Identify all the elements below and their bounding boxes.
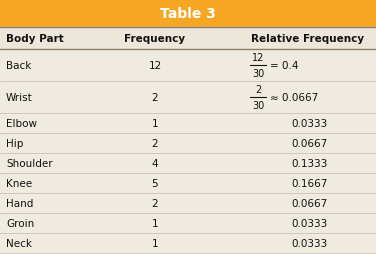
- Text: Hand: Hand: [6, 198, 33, 208]
- Text: 0.0333: 0.0333: [292, 238, 328, 248]
- Text: 0.1667: 0.1667: [292, 178, 328, 188]
- Bar: [0, 233, 376, 253]
- Text: Back: Back: [6, 61, 31, 71]
- Text: Elbow: Elbow: [6, 119, 37, 129]
- Text: 0.0333: 0.0333: [292, 119, 328, 129]
- Bar: [0, 173, 376, 193]
- Bar: [0, 133, 376, 153]
- Text: 1: 1: [152, 238, 158, 248]
- Text: 4: 4: [152, 158, 158, 168]
- Text: Groin: Groin: [6, 218, 34, 228]
- Text: Relative Frequency: Relative Frequency: [252, 34, 365, 44]
- Text: 1: 1: [152, 119, 158, 129]
- Bar: [0, 50, 376, 82]
- Bar: [0, 28, 376, 50]
- Text: 12: 12: [252, 53, 264, 63]
- Bar: [0, 82, 376, 114]
- Text: 2: 2: [255, 85, 261, 95]
- Text: 30: 30: [252, 100, 264, 110]
- Text: Knee: Knee: [6, 178, 32, 188]
- Bar: [0, 153, 376, 173]
- Bar: [0, 193, 376, 213]
- Bar: [0, 114, 376, 133]
- Text: Body Part: Body Part: [6, 34, 64, 44]
- Text: 0.0333: 0.0333: [292, 218, 328, 228]
- Text: Shoulder: Shoulder: [6, 158, 53, 168]
- Text: Table 3: Table 3: [160, 7, 216, 21]
- Text: 12: 12: [149, 61, 162, 71]
- Text: 0.1333: 0.1333: [292, 158, 328, 168]
- Text: 5: 5: [152, 178, 158, 188]
- Text: Hip: Hip: [6, 138, 23, 148]
- Text: 0.0667: 0.0667: [292, 138, 328, 148]
- Text: Frequency: Frequency: [124, 34, 186, 44]
- Text: Neck: Neck: [6, 238, 32, 248]
- Text: Wrist: Wrist: [6, 93, 33, 103]
- Text: 30: 30: [252, 68, 264, 78]
- Text: = 0.4: = 0.4: [270, 61, 299, 71]
- Bar: [0, 213, 376, 233]
- Text: 2: 2: [152, 93, 158, 103]
- Text: 1: 1: [152, 218, 158, 228]
- Text: 0.0667: 0.0667: [292, 198, 328, 208]
- Text: ≈ 0.0667: ≈ 0.0667: [270, 93, 318, 103]
- Text: 2: 2: [152, 198, 158, 208]
- Text: 2: 2: [152, 138, 158, 148]
- Bar: [0, 0, 376, 28]
